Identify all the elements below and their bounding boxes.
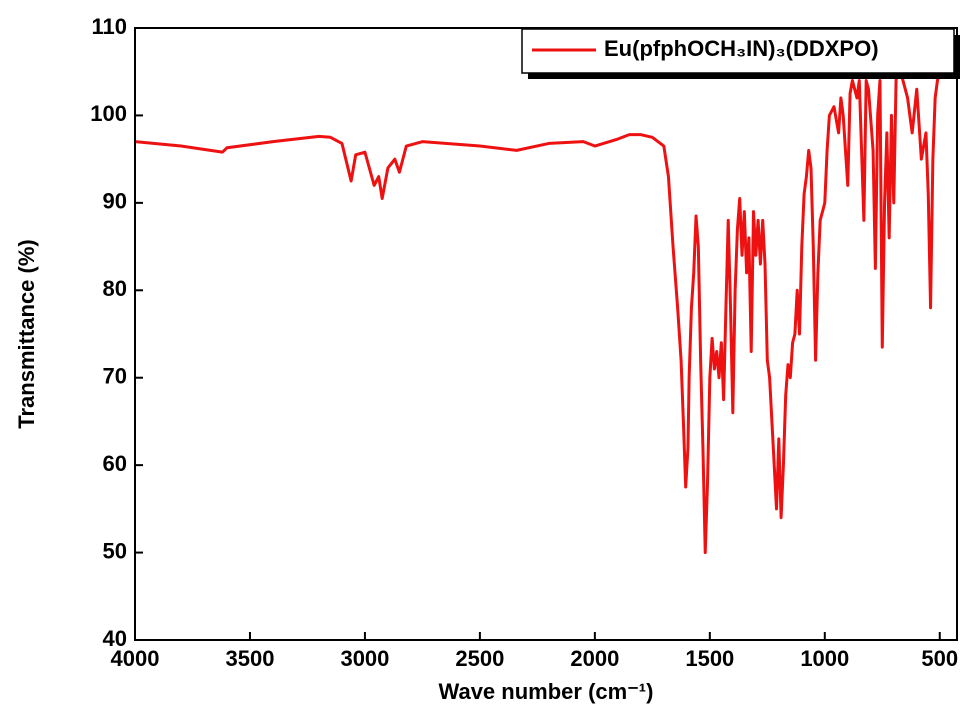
y-axis-label: Transmittance (%) bbox=[14, 239, 39, 429]
x-axis-label: Wave number (cm⁻¹) bbox=[439, 679, 654, 704]
y-tick-label: 110 bbox=[92, 14, 128, 39]
x-tick-label: 1000 bbox=[800, 646, 849, 671]
x-tick-label: 2500 bbox=[455, 646, 504, 671]
y-tick-label: 100 bbox=[90, 101, 127, 126]
x-tick-label: 1500 bbox=[685, 646, 734, 671]
spectrum-line bbox=[135, 28, 953, 555]
x-tick-label: 4000 bbox=[111, 646, 160, 671]
y-tick-label: 80 bbox=[103, 276, 127, 301]
y-tick-label: 50 bbox=[103, 538, 127, 563]
y-tick-label: 40 bbox=[103, 626, 127, 651]
y-tick-label: 70 bbox=[103, 364, 127, 389]
x-tick-label: 3000 bbox=[340, 646, 389, 671]
y-tick-label: 60 bbox=[103, 451, 127, 476]
x-tick-label: 500 bbox=[921, 646, 958, 671]
y-tick-label: 90 bbox=[103, 189, 127, 214]
plot-frame bbox=[134, 27, 958, 641]
x-tick-label: 3500 bbox=[225, 646, 274, 671]
x-tick-label: 2000 bbox=[570, 646, 619, 671]
legend-label: Eu(pfphOCH₃IN)₃(DDXPO) bbox=[604, 36, 879, 61]
